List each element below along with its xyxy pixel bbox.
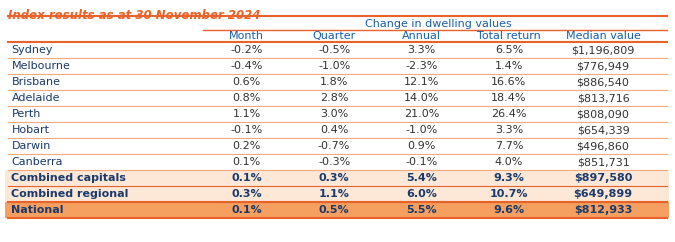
Text: 0.1%: 0.1% [232, 205, 262, 215]
Text: $808,090: $808,090 [576, 109, 630, 119]
Text: 3.3%: 3.3% [408, 45, 435, 55]
Text: 16.6%: 16.6% [491, 77, 526, 87]
Text: Month: Month [230, 31, 264, 41]
Text: Darwin: Darwin [11, 141, 51, 151]
Text: Total return: Total return [477, 31, 541, 41]
Text: 0.3%: 0.3% [232, 189, 262, 199]
FancyBboxPatch shape [5, 106, 669, 122]
FancyBboxPatch shape [5, 138, 669, 154]
Text: -0.1%: -0.1% [231, 125, 263, 135]
Text: -0.1%: -0.1% [406, 157, 437, 167]
FancyBboxPatch shape [5, 42, 669, 58]
Text: 14.0%: 14.0% [404, 93, 439, 103]
Text: 5.4%: 5.4% [406, 173, 437, 183]
Text: Median value: Median value [566, 31, 641, 41]
Text: 3.0%: 3.0% [320, 109, 348, 119]
Text: Quarter: Quarter [313, 31, 356, 41]
Text: 0.1%: 0.1% [232, 173, 262, 183]
Text: -1.0%: -1.0% [318, 61, 350, 71]
Text: 10.7%: 10.7% [489, 189, 528, 199]
Text: 0.5%: 0.5% [319, 205, 350, 215]
Text: 0.6%: 0.6% [233, 77, 261, 87]
Text: Index results as at 30 November 2024: Index results as at 30 November 2024 [8, 8, 261, 22]
Text: Combined capitals: Combined capitals [11, 173, 126, 183]
Text: 2.8%: 2.8% [320, 93, 348, 103]
FancyBboxPatch shape [5, 122, 669, 138]
FancyBboxPatch shape [5, 202, 669, 218]
Text: $649,899: $649,899 [574, 189, 632, 199]
Text: -0.2%: -0.2% [231, 45, 263, 55]
Text: Canberra: Canberra [11, 157, 63, 167]
Text: 9.3%: 9.3% [493, 173, 524, 183]
Text: -0.3%: -0.3% [318, 157, 350, 167]
FancyBboxPatch shape [5, 170, 669, 186]
Text: -1.0%: -1.0% [406, 125, 437, 135]
Text: 1.4%: 1.4% [495, 61, 523, 71]
Text: National: National [11, 205, 64, 215]
Text: 18.4%: 18.4% [491, 93, 526, 103]
Text: 0.3%: 0.3% [319, 173, 350, 183]
Text: 12.1%: 12.1% [404, 77, 439, 87]
Text: 0.2%: 0.2% [233, 141, 261, 151]
Text: 0.8%: 0.8% [233, 93, 261, 103]
Text: Hobart: Hobart [11, 125, 49, 135]
Text: 1.8%: 1.8% [320, 77, 348, 87]
FancyBboxPatch shape [5, 90, 669, 106]
Text: 26.4%: 26.4% [491, 109, 526, 119]
Text: 1.1%: 1.1% [319, 189, 350, 199]
Text: $851,731: $851,731 [576, 157, 629, 167]
Text: 0.1%: 0.1% [233, 157, 261, 167]
Text: 6.5%: 6.5% [495, 45, 523, 55]
Text: -0.5%: -0.5% [318, 45, 350, 55]
Text: -2.3%: -2.3% [406, 61, 437, 71]
Text: $886,540: $886,540 [576, 77, 630, 87]
FancyBboxPatch shape [5, 74, 669, 90]
Text: Annual: Annual [402, 31, 441, 41]
Text: -0.7%: -0.7% [318, 141, 350, 151]
Text: Melbourne: Melbourne [11, 61, 70, 71]
Text: $496,860: $496,860 [576, 141, 630, 151]
Text: -0.4%: -0.4% [231, 61, 263, 71]
Text: 0.9%: 0.9% [407, 141, 436, 151]
FancyBboxPatch shape [5, 186, 669, 202]
Text: 21.0%: 21.0% [404, 109, 439, 119]
Text: $776,949: $776,949 [576, 61, 630, 71]
Text: $897,580: $897,580 [574, 173, 632, 183]
Text: Adelaide: Adelaide [11, 93, 60, 103]
Text: $813,716: $813,716 [576, 93, 629, 103]
Text: 0.4%: 0.4% [320, 125, 348, 135]
Text: $1,196,809: $1,196,809 [571, 45, 634, 55]
Text: 4.0%: 4.0% [495, 157, 523, 167]
Text: 6.0%: 6.0% [406, 189, 437, 199]
Text: Brisbane: Brisbane [11, 77, 61, 87]
Text: $654,339: $654,339 [576, 125, 629, 135]
FancyBboxPatch shape [5, 58, 669, 74]
Text: 3.3%: 3.3% [495, 125, 523, 135]
Text: 7.7%: 7.7% [495, 141, 523, 151]
Text: 1.1%: 1.1% [233, 109, 261, 119]
Text: Change in dwelling values: Change in dwelling values [365, 19, 512, 29]
Text: Sydney: Sydney [11, 45, 53, 55]
Text: Perth: Perth [11, 109, 41, 119]
Text: Combined regional: Combined regional [11, 189, 129, 199]
Text: $812,933: $812,933 [574, 205, 632, 215]
Text: 5.5%: 5.5% [406, 205, 437, 215]
Text: 9.6%: 9.6% [493, 205, 524, 215]
FancyBboxPatch shape [5, 154, 669, 170]
